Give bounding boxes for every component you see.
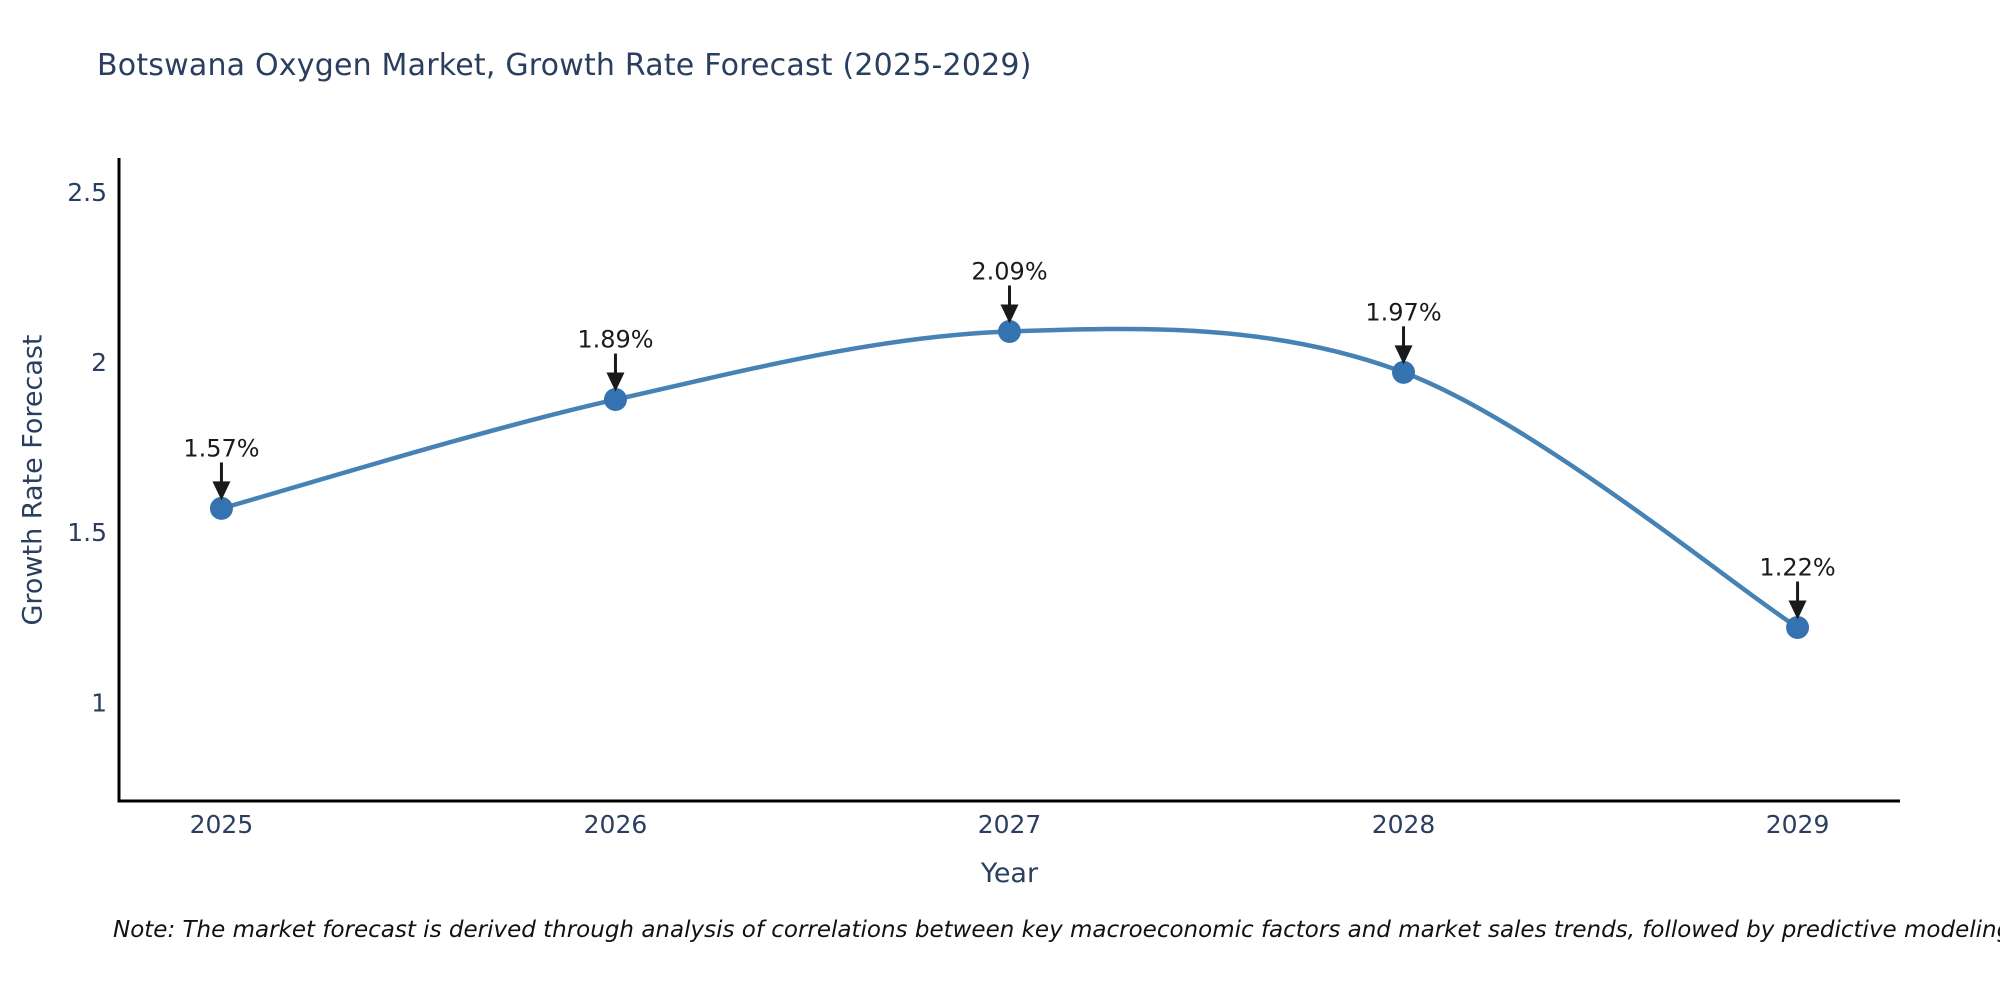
data-point-label: 2.09% — [971, 258, 1047, 286]
x-tick-label: 2027 — [978, 810, 1042, 839]
y-tick-label: 2 — [91, 348, 107, 377]
y-axis-title: Growth Rate Forecast — [17, 334, 49, 626]
y-tick-label: 1 — [91, 688, 107, 717]
data-point-label: 1.97% — [1365, 298, 1441, 326]
forecast-line — [219, 326, 1800, 630]
annotation-arrowhead-icon — [1788, 600, 1807, 620]
data-point-marker[interactable] — [998, 320, 1021, 344]
y-tick-label: 2.5 — [67, 178, 107, 207]
footnote: Note: The market forecast is derived thr… — [113, 917, 2000, 943]
data-point-marker[interactable] — [1392, 360, 1416, 384]
x-tick-label: 2025 — [190, 810, 254, 839]
annotation-arrowhead-icon — [212, 481, 231, 501]
x-tick-label: 2028 — [1372, 810, 1436, 839]
annotation-arrowhead-icon — [1394, 345, 1413, 365]
x-axis-title: Year — [980, 858, 1039, 889]
x-tick-label: 2029 — [1766, 810, 1830, 839]
data-point-marker[interactable] — [603, 388, 627, 412]
chart-title: Botswana Oxygen Market, Growth Rate Fore… — [97, 48, 1032, 83]
data-point-marker[interactable] — [1786, 615, 1810, 639]
data-point-label: 1.22% — [1759, 553, 1835, 581]
y-tick-label: 1.5 — [67, 518, 107, 547]
annotation-arrowhead-icon — [606, 372, 625, 392]
data-point-label: 1.57% — [183, 434, 259, 462]
data-point-label: 1.89% — [577, 326, 653, 354]
data-point-marker[interactable] — [209, 496, 233, 520]
annotation-arrowhead-icon — [1000, 304, 1019, 324]
plot-area: 1 1.5 2 2.5 2025 2026 2027 2028 2029 1.57% 1.89% 2.… — [67, 158, 1900, 839]
x-tick-label: 2026 — [584, 810, 648, 839]
